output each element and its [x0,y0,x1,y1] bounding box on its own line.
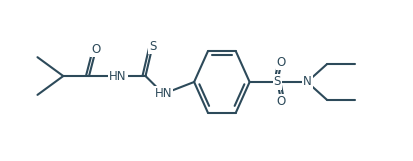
Text: O: O [91,43,101,56]
Text: O: O [277,95,286,108]
Text: HN: HN [109,70,126,83]
Text: S: S [149,40,156,53]
Text: S: S [274,76,281,89]
Text: HN: HN [154,87,172,100]
Text: N: N [303,76,311,89]
Text: O: O [277,56,286,69]
